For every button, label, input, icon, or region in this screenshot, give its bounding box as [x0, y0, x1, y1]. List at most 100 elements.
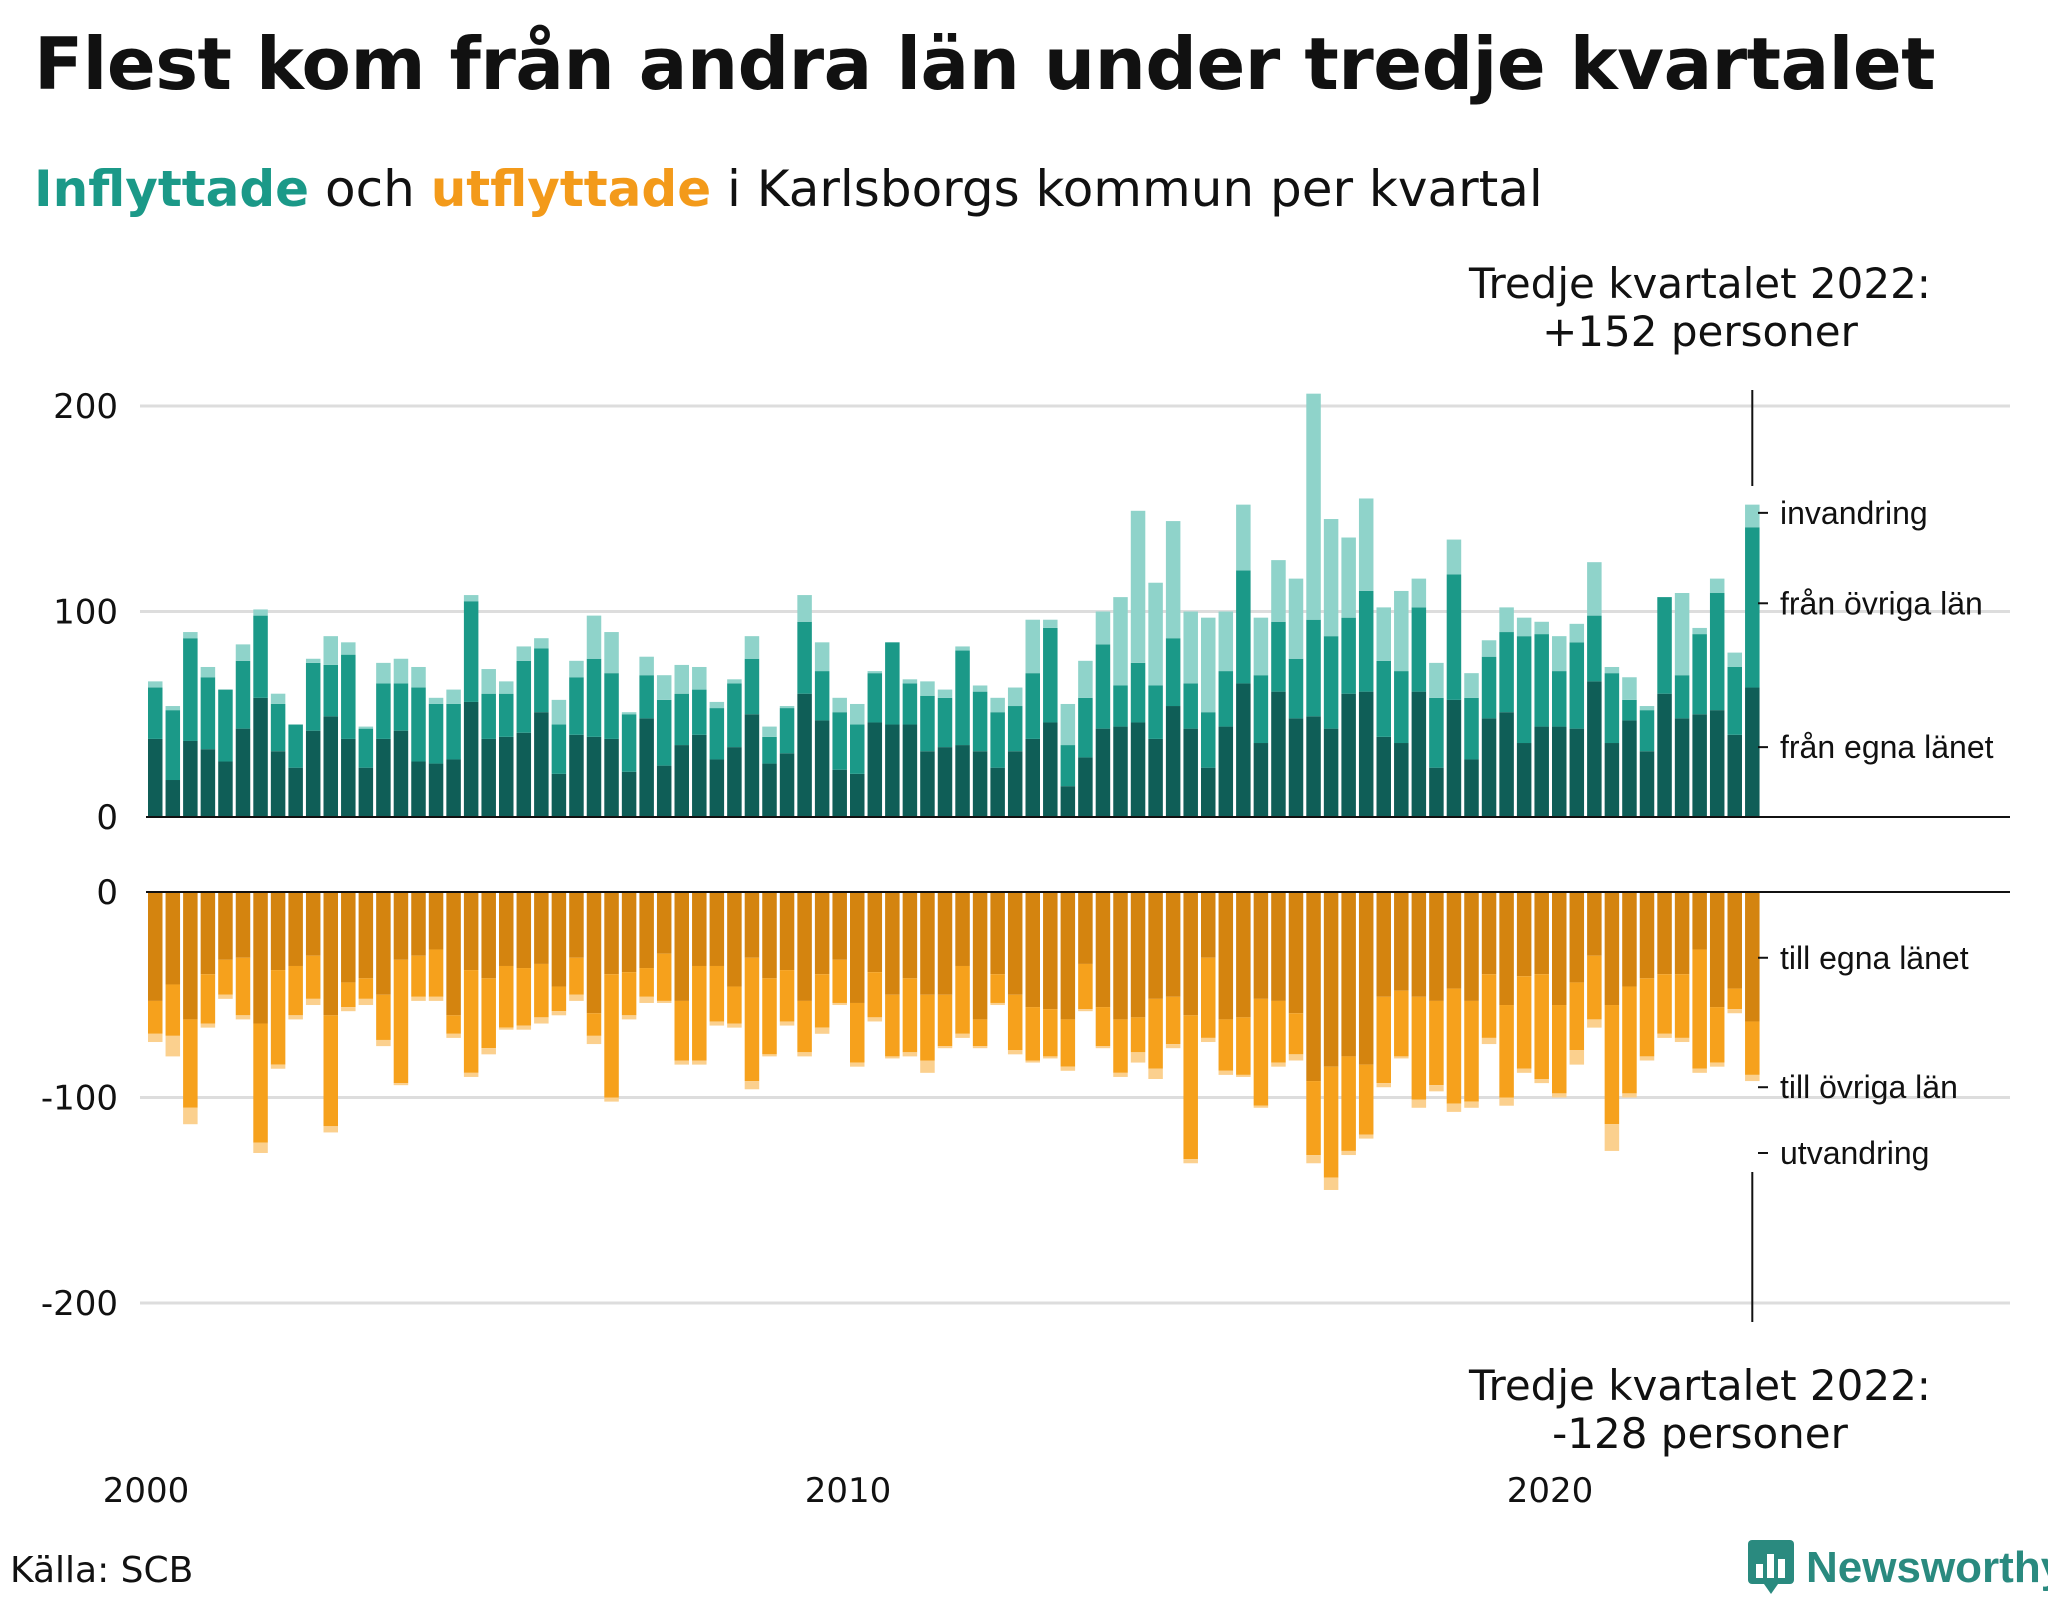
brand-logo: Newsworthy: [1748, 1540, 2048, 1596]
bar-out-2: [902, 1052, 918, 1057]
bar-out-2: [253, 1142, 268, 1153]
bar-in-2: [551, 699, 567, 725]
bar-in-1: [323, 664, 338, 717]
bar-in-0: [1113, 726, 1128, 817]
bar-out-0: [990, 892, 1005, 975]
annotation-top-line: Tredje kvartalet 2022:: [1468, 259, 1931, 308]
bar-in-1: [551, 724, 567, 774]
bar-in-0: [779, 753, 795, 817]
bar-out-0: [920, 892, 935, 995]
bar-in-2: [428, 697, 444, 704]
bar-in-0: [814, 720, 830, 817]
bar-out-2: [428, 996, 444, 1001]
bar-out-1: [1306, 1081, 1321, 1156]
bar-in-1: [516, 660, 532, 733]
bar-out-1: [1499, 1005, 1514, 1098]
x-tick-label: 2010: [805, 1471, 892, 1511]
bar-out-0: [621, 892, 637, 973]
bar-out-0: [1236, 892, 1251, 1018]
series-label-to-own-county: till egna länet: [1780, 940, 1969, 976]
bar-in-0: [1271, 691, 1286, 817]
bar-in-2: [1130, 510, 1146, 663]
bar-in-1: [1271, 621, 1286, 692]
bar-in-1: [1481, 656, 1497, 719]
bar-out-1: [183, 1019, 198, 1108]
bar-out-0: [1394, 892, 1409, 991]
bar-out-0: [235, 892, 251, 958]
bar-in-0: [1007, 751, 1023, 817]
bar-out-1: [1218, 1019, 1234, 1071]
bar-out-0: [499, 892, 514, 966]
bar-in-2: [639, 656, 654, 676]
bar-in-0: [1481, 718, 1497, 817]
bar-out-0: [1218, 892, 1234, 1020]
bar-in-2: [692, 666, 707, 690]
bar-out-1: [305, 955, 321, 999]
bar-out-1: [270, 970, 286, 1065]
bar-in-0: [1674, 718, 1690, 817]
bar-in-2: [1481, 640, 1497, 657]
bar-out-2: [1709, 1062, 1725, 1067]
bar-out-0: [358, 892, 374, 979]
bar-out-1: [1236, 1017, 1251, 1075]
bar-in-0: [1095, 728, 1111, 817]
bar-out-2: [1481, 1037, 1497, 1045]
bar-out-0: [814, 892, 830, 975]
bar-out-0: [393, 892, 409, 960]
bar-in-1: [990, 712, 1005, 768]
bar-in-2: [569, 660, 584, 678]
bar-in-0: [709, 759, 725, 817]
bar-out-0: [1464, 892, 1479, 1001]
bar-in-0: [920, 751, 935, 817]
bar-in-1: [656, 699, 672, 766]
bar-out-1: [1464, 1000, 1479, 1102]
bar-in-1: [1236, 570, 1251, 684]
bar-in-2: [463, 595, 479, 602]
bar-out-0: [376, 892, 391, 995]
bar-in-0: [323, 716, 338, 817]
bar-in-0: [692, 734, 707, 817]
bar-in-1: [200, 677, 216, 750]
bar-in-2: [1709, 578, 1725, 594]
bar-out-0: [1429, 892, 1444, 1001]
bar-in-0: [1253, 743, 1269, 817]
bar-out-0: [1288, 892, 1304, 1014]
chart-title: Flest kom från andra län under tredje kv…: [34, 22, 1936, 106]
bar-out-1: [341, 982, 356, 1008]
bar-out-2: [270, 1064, 286, 1069]
bar-in-0: [1341, 693, 1356, 817]
bar-out-2: [446, 1033, 461, 1038]
bar-out-2: [850, 1062, 865, 1067]
bar-in-1: [1253, 675, 1269, 744]
bar-in-0: [1657, 693, 1672, 817]
bar-out-2: [1148, 1068, 1163, 1080]
bar-out-0: [1130, 892, 1146, 1018]
bar-in-1: [1060, 745, 1076, 787]
bar-out-1: [534, 963, 549, 1018]
bar-out-0: [867, 892, 883, 973]
bar-out-0: [797, 892, 812, 1001]
bar-out-0: [1341, 892, 1356, 1057]
bar-out-1: [1253, 998, 1269, 1106]
bar-in-0: [621, 771, 637, 817]
bar-in-2: [411, 666, 426, 688]
bar-out-2: [1341, 1150, 1356, 1156]
bar-out-1: [674, 1000, 689, 1061]
bar-in-1: [148, 687, 163, 739]
bar-in-0: [1552, 726, 1567, 817]
bar-out-1: [920, 994, 935, 1061]
bar-in-2: [656, 675, 672, 700]
bar-in-1: [850, 724, 865, 774]
bar-in-0: [656, 765, 672, 817]
bar-in-1: [1113, 685, 1128, 727]
bar-out-0: [1481, 892, 1497, 975]
bar-in-2: [534, 638, 549, 649]
bar-out-0: [200, 892, 216, 975]
bar-out-2: [1130, 1052, 1146, 1063]
bar-out-0: [1534, 892, 1549, 975]
bar-out-0: [165, 892, 181, 985]
bar-in-0: [446, 759, 461, 817]
bar-out-1: [1657, 974, 1672, 1034]
bar-out-1: [428, 949, 444, 997]
bar-out-0: [692, 892, 707, 966]
